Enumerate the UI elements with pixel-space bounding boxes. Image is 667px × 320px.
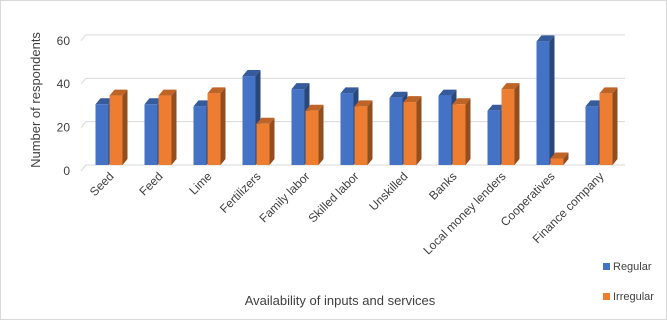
y-tick-labels: 0 20 40 60 [57, 34, 71, 178]
bar-top [536, 35, 555, 42]
y-axis-label: Number of respondents [28, 32, 43, 168]
bar-irregular-banks [452, 98, 471, 165]
grid-line-depth [80, 164, 87, 172]
bar-irregular-cooperatives [550, 152, 569, 165]
bar-front [536, 41, 550, 165]
bar-side [465, 98, 471, 165]
bar-front [340, 93, 354, 165]
bar-side [171, 89, 177, 165]
bar-irregular-fertilizers [256, 117, 275, 165]
bar-front [550, 158, 564, 165]
bar-top [95, 98, 114, 105]
bar-front [438, 95, 452, 165]
grid-line-depth [80, 34, 87, 42]
bar-front [158, 95, 172, 165]
bar-regular-cooperatives [536, 35, 555, 165]
bar-front [501, 89, 515, 165]
bar-top [291, 83, 310, 90]
bar-side [514, 83, 520, 165]
bar-top [452, 98, 471, 105]
bar-top [550, 152, 569, 159]
bar-front [291, 89, 305, 165]
bar-front [354, 106, 368, 165]
bar-top [193, 100, 212, 107]
bar-top [207, 87, 226, 94]
bar-front [487, 110, 501, 165]
bar-top [109, 89, 128, 96]
y-tick-label: 20 [57, 121, 71, 135]
bar-top [438, 89, 457, 96]
bar-top [585, 100, 604, 107]
x-axis-label: Availability of inputs and services [245, 293, 436, 308]
bar-side [549, 35, 555, 165]
bar-side [269, 117, 275, 165]
legend: Regular Irregular [603, 261, 654, 303]
legend-label-regular: Regular [613, 261, 652, 273]
bar-side [318, 104, 324, 165]
bar-front [109, 95, 123, 165]
bar-front [389, 97, 403, 165]
bar-side [416, 96, 422, 165]
bar-front [144, 104, 158, 165]
bar-front [403, 102, 417, 165]
bar-irregular-unskilled [403, 96, 422, 165]
bar-irregular-finance-company [599, 87, 618, 165]
bar-front [207, 93, 221, 165]
bar-front [193, 106, 207, 165]
grid-line-depth [80, 77, 87, 85]
bar-top [158, 89, 177, 96]
legend-swatch-irregular [603, 293, 610, 300]
legend-swatch-regular [603, 263, 610, 270]
y-tick-label: 40 [57, 77, 71, 91]
bar-side [612, 87, 618, 165]
bar-irregular-local-money-lenders [501, 83, 520, 165]
y-tick-label: 60 [57, 34, 71, 48]
grid-line-depth [80, 121, 87, 128]
bar-top [340, 87, 359, 94]
bars [95, 35, 618, 165]
bar-front [585, 106, 599, 165]
bar-front [242, 76, 256, 165]
bar-top [403, 96, 422, 103]
bar-top [256, 117, 275, 124]
legend-label-irregular: Irregular [613, 291, 654, 303]
bar-top [501, 83, 520, 90]
bar-side [220, 87, 226, 165]
bar-front [305, 110, 319, 165]
bar-side [563, 152, 569, 165]
bar-front [599, 93, 613, 165]
bar-irregular-feed [158, 89, 177, 165]
bar-irregular-skilled-labor [354, 100, 373, 165]
bar-front [452, 104, 466, 165]
bar-front [95, 104, 109, 165]
bar-irregular-lime [207, 87, 226, 165]
bar-top [144, 98, 163, 105]
bar-irregular-family-labor [305, 104, 324, 165]
bar-top [305, 104, 324, 111]
bar-top [599, 87, 618, 94]
bar-side [367, 100, 373, 165]
bar-top [354, 100, 373, 107]
bar-irregular-seed [109, 89, 128, 165]
bar-side [122, 89, 128, 165]
bar-top [389, 91, 408, 98]
bar-front [256, 123, 270, 165]
y-tick-label: 0 [63, 164, 70, 178]
bar-top [487, 104, 506, 111]
bar-top [242, 70, 261, 77]
